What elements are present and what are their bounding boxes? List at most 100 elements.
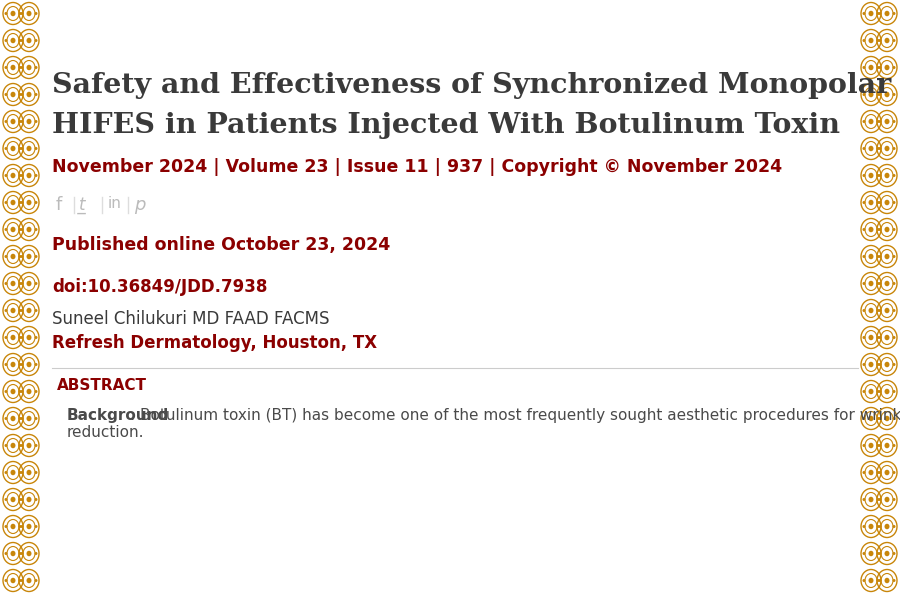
Ellipse shape [26,11,32,16]
Ellipse shape [11,37,15,43]
Ellipse shape [885,578,889,583]
Ellipse shape [893,363,896,366]
Ellipse shape [26,551,32,556]
Ellipse shape [893,147,896,150]
Ellipse shape [877,552,879,555]
Ellipse shape [34,93,38,96]
Ellipse shape [19,174,22,177]
Text: ABSTRACT: ABSTRACT [57,378,147,393]
Ellipse shape [868,65,874,70]
Ellipse shape [4,309,7,312]
Ellipse shape [4,66,7,69]
Ellipse shape [34,498,38,501]
Ellipse shape [21,417,23,420]
Ellipse shape [11,335,15,340]
Ellipse shape [19,498,22,501]
Ellipse shape [26,578,32,583]
Ellipse shape [26,389,32,394]
Ellipse shape [4,579,7,582]
Text: p: p [134,196,146,214]
Ellipse shape [862,282,866,285]
Ellipse shape [885,146,889,151]
Ellipse shape [11,226,15,233]
Ellipse shape [893,309,896,312]
Ellipse shape [893,390,896,393]
Ellipse shape [19,363,22,366]
Ellipse shape [862,66,866,69]
Ellipse shape [4,201,7,204]
Ellipse shape [21,228,23,231]
Ellipse shape [19,444,22,447]
Ellipse shape [893,120,896,123]
Ellipse shape [4,417,7,420]
Ellipse shape [862,255,866,258]
Ellipse shape [34,579,38,582]
Ellipse shape [11,173,15,178]
Ellipse shape [893,228,896,231]
Ellipse shape [885,37,889,43]
Ellipse shape [878,525,881,528]
Ellipse shape [868,496,874,503]
Ellipse shape [4,174,7,177]
Ellipse shape [19,228,22,231]
Ellipse shape [885,551,889,556]
Ellipse shape [878,471,881,474]
Ellipse shape [21,471,23,474]
Text: Refresh Dermatology, Houston, TX: Refresh Dermatology, Houston, TX [52,334,377,352]
Ellipse shape [862,201,866,204]
Ellipse shape [862,552,866,555]
Ellipse shape [19,471,22,474]
Ellipse shape [885,496,889,503]
Ellipse shape [862,390,866,393]
Ellipse shape [877,498,879,501]
Ellipse shape [862,174,866,177]
Ellipse shape [885,226,889,233]
Ellipse shape [19,93,22,96]
Ellipse shape [19,417,22,420]
Ellipse shape [19,282,22,285]
Ellipse shape [893,12,896,15]
Ellipse shape [19,552,22,555]
Text: Suneel Chilukuri MD FAAD FACMS: Suneel Chilukuri MD FAAD FACMS [52,310,329,328]
Ellipse shape [862,471,866,474]
Ellipse shape [26,443,32,448]
Ellipse shape [868,11,874,16]
Ellipse shape [868,578,874,583]
Ellipse shape [877,336,879,339]
Ellipse shape [885,281,889,286]
Ellipse shape [893,66,896,69]
Ellipse shape [868,335,874,340]
Ellipse shape [878,39,881,42]
Ellipse shape [878,93,881,96]
Ellipse shape [34,282,38,285]
Ellipse shape [885,335,889,340]
Ellipse shape [868,173,874,178]
Ellipse shape [21,309,23,312]
Ellipse shape [893,255,896,258]
Ellipse shape [877,255,879,258]
Ellipse shape [34,363,38,366]
Ellipse shape [4,552,7,555]
Ellipse shape [26,92,32,97]
Ellipse shape [877,390,879,393]
Ellipse shape [878,309,881,312]
Ellipse shape [878,444,881,447]
Ellipse shape [34,390,38,393]
Ellipse shape [19,255,22,258]
Ellipse shape [21,255,23,258]
Ellipse shape [862,525,866,528]
Ellipse shape [21,525,23,528]
Ellipse shape [885,308,889,313]
Ellipse shape [877,525,879,528]
Ellipse shape [877,174,879,177]
Ellipse shape [4,147,7,150]
Ellipse shape [21,201,23,204]
Ellipse shape [21,174,23,177]
Ellipse shape [862,444,866,447]
Ellipse shape [877,66,879,69]
Ellipse shape [34,552,38,555]
Ellipse shape [34,525,38,528]
Ellipse shape [21,282,23,285]
Ellipse shape [11,254,15,259]
Ellipse shape [34,147,38,150]
